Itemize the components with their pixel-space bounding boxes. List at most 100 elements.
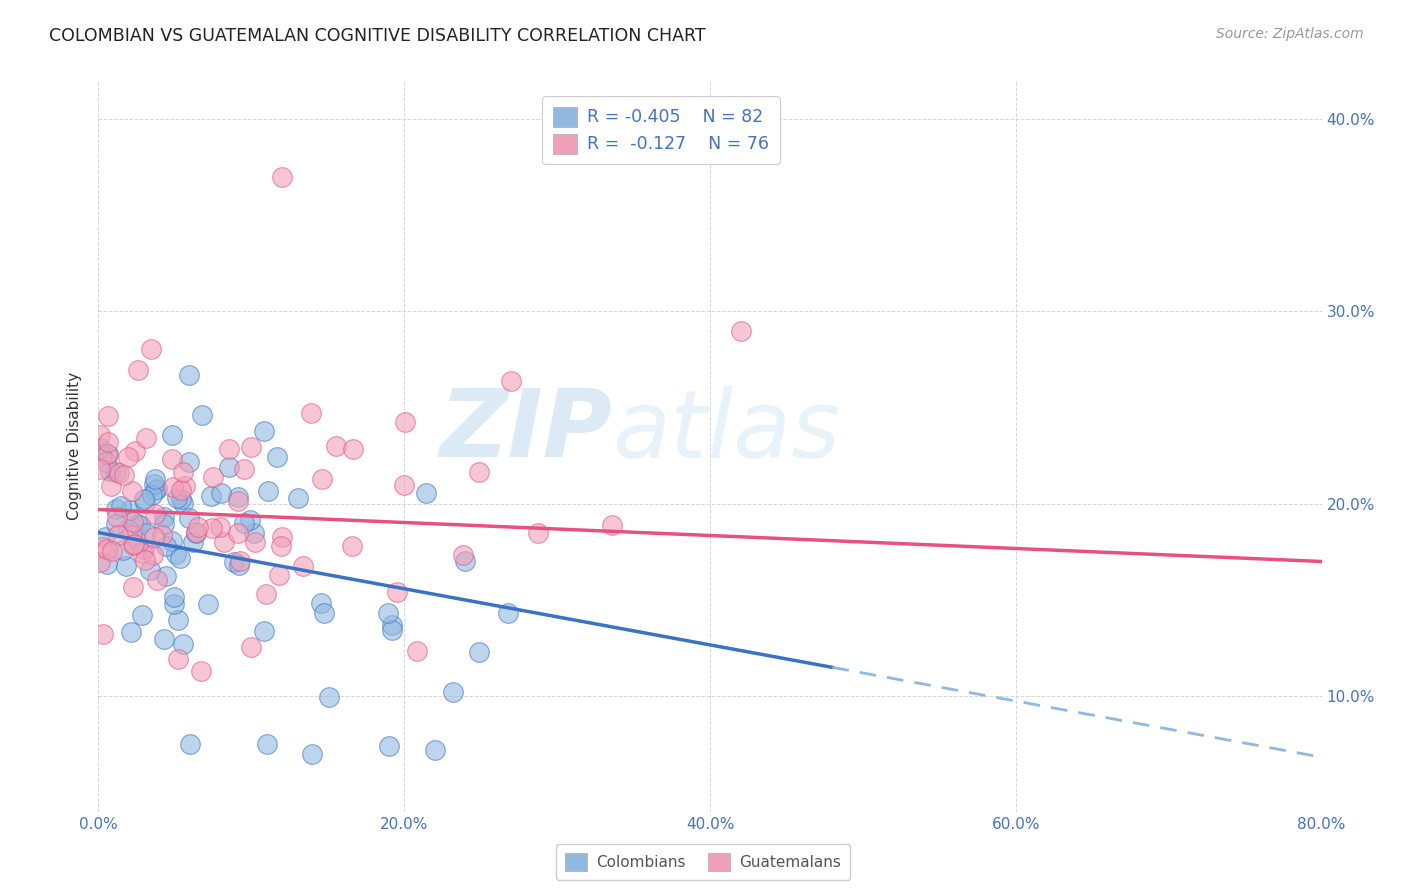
Point [110, 499, 132, 513]
Point [191, 409, 214, 423]
Point [152, 510, 174, 524]
Text: atlas: atlas [612, 386, 841, 477]
Point [187, 520, 209, 534]
Point [211, 486, 233, 500]
Point [101, 544, 124, 558]
Point [527, 526, 550, 541]
Text: ZIP: ZIP [439, 385, 612, 477]
Point [142, 548, 165, 562]
Point [387, 584, 409, 599]
Point [202, 470, 225, 484]
Point [162, 452, 184, 467]
Point [226, 490, 249, 504]
Point [97, 446, 120, 460]
Point [226, 494, 249, 508]
Point [153, 632, 176, 646]
Point [139, 563, 162, 577]
Point [179, 737, 201, 751]
Point [125, 517, 148, 532]
Point [132, 541, 155, 556]
Point [271, 530, 294, 544]
Point [91, 627, 114, 641]
Point [177, 510, 200, 524]
Point [143, 476, 166, 491]
Point [98, 464, 121, 478]
Text: COLOMBIAN VS GUATEMALAN COGNITIVE DISABILITY CORRELATION CHART: COLOMBIAN VS GUATEMALAN COGNITIVE DISABI… [49, 27, 706, 45]
Point [232, 462, 254, 476]
Point [170, 483, 193, 497]
Point [394, 415, 416, 429]
Point [299, 406, 322, 420]
Point [172, 465, 194, 479]
Legend: R = -0.405    N = 82, R =  -0.127    N = 76: R = -0.405 N = 82, R = -0.127 N = 76 [543, 96, 780, 164]
Point [318, 690, 340, 705]
Point [115, 559, 138, 574]
Point [266, 450, 288, 464]
Point [270, 539, 292, 553]
Point [145, 483, 167, 498]
Legend: Colombians, Guatemalans: Colombians, Guatemalans [557, 844, 849, 880]
Point [122, 537, 145, 551]
Point [170, 491, 193, 506]
Point [415, 485, 437, 500]
Point [131, 608, 153, 623]
Point [233, 516, 256, 531]
Point [90, 449, 112, 463]
Point [254, 586, 277, 600]
Point [162, 598, 184, 612]
Point [239, 640, 262, 655]
Point [121, 538, 143, 552]
Point [120, 625, 142, 640]
Point [94, 455, 117, 469]
Point [468, 465, 491, 479]
Point [127, 535, 149, 549]
Point [89, 462, 111, 476]
Point [166, 491, 188, 505]
Point [122, 581, 145, 595]
Point [451, 548, 474, 562]
Point [340, 539, 363, 553]
Point [145, 573, 167, 587]
Point [256, 737, 278, 751]
Point [212, 535, 235, 549]
Point [117, 522, 139, 536]
Point [169, 551, 191, 566]
Point [155, 539, 177, 553]
Point [127, 363, 149, 377]
Point [145, 507, 167, 521]
Point [181, 534, 204, 549]
Point [381, 617, 404, 632]
Point [201, 521, 224, 535]
Point [89, 442, 111, 456]
Point [94, 530, 117, 544]
Point [253, 424, 276, 438]
Point [129, 518, 152, 533]
Point [229, 554, 252, 568]
Point [120, 503, 142, 517]
Point [165, 547, 187, 561]
Point [190, 664, 212, 678]
Point [441, 685, 464, 699]
Point [378, 739, 401, 754]
Point [218, 460, 240, 475]
Point [96, 447, 118, 461]
Point [228, 558, 250, 572]
Point [253, 624, 276, 639]
Point [392, 477, 415, 491]
Point [97, 435, 120, 450]
Point [166, 613, 188, 627]
Point [222, 555, 245, 569]
Point [122, 515, 145, 529]
Point [143, 472, 166, 486]
Point [501, 374, 523, 388]
Point [96, 558, 118, 572]
Y-axis label: Cognitive Disability: Cognitive Disability [67, 372, 83, 520]
Point [142, 530, 165, 544]
Point [139, 343, 162, 357]
Point [134, 496, 156, 510]
Point [104, 501, 127, 516]
Point [105, 516, 128, 531]
Point [468, 644, 491, 658]
Point [132, 492, 155, 507]
Point [312, 606, 335, 620]
